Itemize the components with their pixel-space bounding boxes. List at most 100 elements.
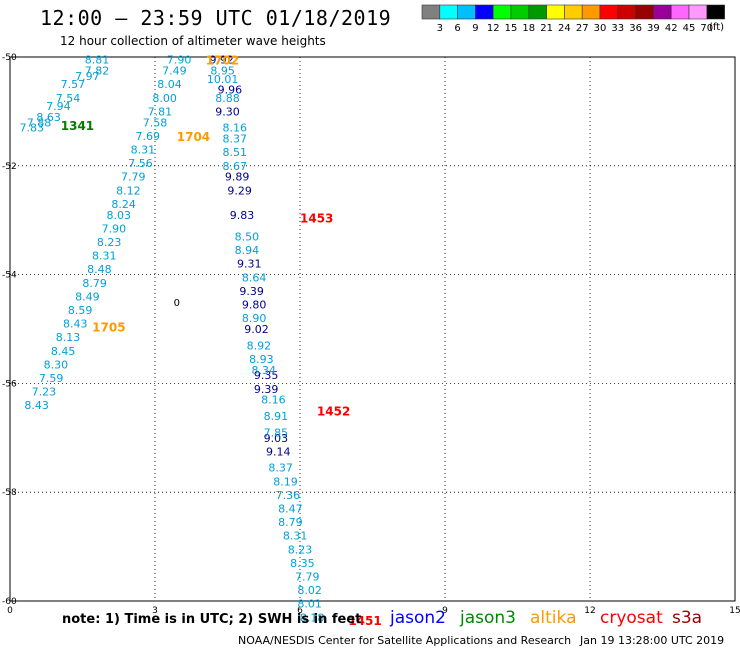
color-scale-label: 42 bbox=[665, 23, 678, 34]
swh-data-label: 9.14 bbox=[266, 445, 291, 458]
swh-data-label: 7.54 bbox=[56, 92, 81, 105]
swh-data-label: 8.64 bbox=[242, 271, 267, 284]
color-scale-box bbox=[528, 4, 547, 20]
pass-number-label: 1341 bbox=[61, 119, 94, 133]
swh-data-label: 8.92 bbox=[247, 339, 272, 352]
color-scale-label: 6 bbox=[454, 23, 460, 34]
swh-data-label: 8.00 bbox=[152, 92, 177, 105]
legend-jason2: jason2 bbox=[390, 608, 446, 628]
color-scale-box bbox=[617, 4, 636, 20]
swh-data-label: 8.47 bbox=[278, 503, 303, 516]
map-annotation: 0 bbox=[174, 298, 180, 309]
swh-data-label: 7.58 bbox=[143, 116, 168, 129]
pass-number-label: 1451 bbox=[348, 614, 381, 628]
x-tick-label: 12 bbox=[584, 606, 595, 616]
color-scale-box bbox=[635, 4, 654, 20]
color-scale-label: 36 bbox=[629, 23, 642, 34]
color-scale-box bbox=[546, 4, 565, 20]
color-scale-label: 30 bbox=[594, 23, 607, 34]
swh-data-label: 8.34 bbox=[252, 364, 277, 377]
swh-data-label: 8.23 bbox=[97, 236, 122, 249]
swh-data-label: 8.59 bbox=[68, 304, 93, 317]
swh-data-label: 7.57 bbox=[61, 78, 86, 91]
color-scale-box bbox=[510, 4, 530, 20]
y-tick-label: -52 bbox=[2, 162, 17, 172]
color-scale-label: 33 bbox=[611, 23, 624, 34]
color-scale-label: 24 bbox=[558, 23, 571, 34]
color-scale-label: 39 bbox=[647, 23, 660, 34]
swh-data-label: 7.90 bbox=[167, 54, 192, 67]
swh-data-label: 7.56 bbox=[128, 157, 153, 170]
x-tick-label: 0 bbox=[7, 606, 13, 616]
pass-number-label: 1704 bbox=[177, 130, 210, 144]
color-scale-box bbox=[475, 4, 494, 20]
swh-data-label: 8.51 bbox=[223, 146, 248, 159]
footer-note: note: 1) Time is in UTC; 2) SWH is in fe… bbox=[62, 612, 362, 627]
swh-data-label: 7.49 bbox=[162, 65, 187, 78]
pass-number-label: 1702 bbox=[206, 54, 239, 68]
swh-data-label: 8.24 bbox=[111, 198, 136, 211]
swh-data-label: 7.23 bbox=[32, 386, 57, 399]
color-scale-box bbox=[439, 4, 458, 20]
swh-data-label: 9.35 bbox=[254, 369, 279, 382]
swh-data-label: 8.88 bbox=[215, 92, 240, 105]
swh-data-label: 8.48 bbox=[87, 263, 112, 276]
swh-data-label: 8.31 bbox=[283, 530, 308, 543]
swh-data-label: 8.43 bbox=[63, 318, 88, 331]
swh-data-label: 8.91 bbox=[264, 410, 289, 423]
swh-data-label: 8.67 bbox=[223, 160, 248, 173]
swh-data-label: 8.23 bbox=[288, 543, 313, 556]
color-scale-box bbox=[581, 4, 601, 20]
y-tick-label: -50 bbox=[2, 53, 17, 63]
x-tick-label: 3 bbox=[152, 606, 158, 616]
color-scale-box bbox=[564, 4, 583, 20]
swh-data-label: 7.69 bbox=[136, 130, 161, 143]
legend-s3a: s3a bbox=[672, 608, 703, 628]
swh-data-label: 9.96 bbox=[218, 84, 243, 97]
legend-altika: altika bbox=[530, 608, 577, 628]
color-scale-box bbox=[492, 4, 512, 20]
swh-data-label: 9.30 bbox=[215, 105, 240, 118]
swh-data-label: 7.82 bbox=[85, 65, 110, 78]
x-tick-label: 15 bbox=[729, 606, 740, 616]
swh-data-label: 8.50 bbox=[235, 231, 260, 244]
swh-data-label: 8.79 bbox=[278, 516, 303, 529]
swh-data-label: 9.29 bbox=[227, 184, 252, 197]
swh-data-label: 8.18 bbox=[300, 611, 325, 624]
swh-data-label: 8.90 bbox=[242, 312, 267, 325]
swh-data-label: 9.89 bbox=[225, 171, 250, 184]
color-scale-label: 9 bbox=[472, 23, 478, 34]
swh-data-label: 9.02 bbox=[244, 323, 269, 336]
swh-data-label: 8.94 bbox=[235, 244, 260, 257]
y-tick-label: -60 bbox=[2, 597, 17, 607]
pass-number-label: 1452 bbox=[317, 405, 350, 419]
swh-data-label: 7.36 bbox=[276, 489, 301, 502]
scale-unit-label: (ft) bbox=[709, 22, 725, 33]
swh-data-label: 9.92 bbox=[209, 54, 234, 67]
color-scale-label: 45 bbox=[683, 23, 696, 34]
x-tick-label: 6 bbox=[297, 606, 303, 616]
y-tick-label: -56 bbox=[2, 379, 17, 389]
color-scale-label: 21 bbox=[540, 23, 553, 34]
swh-data-label: 8.37 bbox=[268, 462, 293, 475]
color-scale-box bbox=[653, 4, 672, 20]
swh-data-label: 7.90 bbox=[102, 222, 127, 235]
y-tick-label: -58 bbox=[2, 488, 17, 498]
swh-data-label: 8.35 bbox=[290, 557, 315, 570]
swh-data-label: 8.95 bbox=[210, 65, 235, 78]
pass-number-label: 1453 bbox=[300, 211, 333, 225]
swh-data-label: 7.79 bbox=[121, 171, 146, 184]
color-scale-label: 27 bbox=[576, 23, 589, 34]
plot-frame bbox=[9, 56, 736, 602]
swh-data-label: 8.19 bbox=[273, 475, 298, 488]
color-scale-label: 12 bbox=[487, 23, 500, 34]
color-scale-box bbox=[421, 4, 441, 20]
swh-data-label: 8.02 bbox=[297, 584, 322, 597]
page-title: 12:00 — 23:59 UTC 01/18/2019 bbox=[40, 6, 392, 30]
color-scale-box bbox=[688, 4, 708, 20]
page-subtitle: 12 hour collection of altimeter wave hei… bbox=[60, 34, 326, 48]
swh-data-label: 8.31 bbox=[131, 143, 156, 156]
swh-data-label: 7.85 bbox=[264, 426, 289, 439]
